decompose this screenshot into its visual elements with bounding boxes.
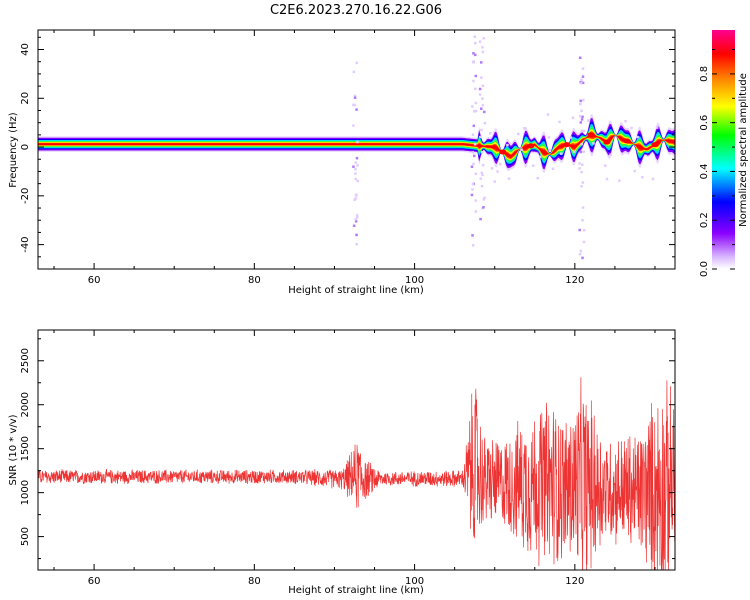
y-tick-label: 1500 xyxy=(20,436,31,461)
colorbar-label: Normalized spectral amplitude xyxy=(738,73,749,227)
colorbar-tick-label: 0.2 xyxy=(699,212,710,228)
x-tick-label: 60 xyxy=(88,275,101,286)
colorbar-gradient xyxy=(712,30,735,269)
colorbar: 0.0 0.2 0.4 0.6 0.8 Normalized spectral ampl… xyxy=(699,30,749,277)
y-tick-label: 2500 xyxy=(20,348,31,373)
spike-column-0 xyxy=(352,61,360,246)
colorbar-tick-label: 0.8 xyxy=(699,66,710,82)
spectrogram-heatmap xyxy=(38,35,675,260)
spike-column-3 xyxy=(578,56,586,260)
y-tick-label: 20 xyxy=(20,92,31,105)
x-tick-label: 100 xyxy=(405,275,424,286)
x-tick-label: 120 xyxy=(565,576,584,587)
x-tick-label: 80 xyxy=(248,275,261,286)
y-tick-label: 500 xyxy=(20,527,31,546)
colorbar-tick-label: 0.0 xyxy=(699,261,710,277)
snr-ticks: 60 80 100 120 500 1000 1500 2000 2500 xyxy=(20,330,675,587)
ridge-peak-0 xyxy=(499,149,507,155)
y-tick-label: 1000 xyxy=(20,480,31,505)
spike-column-1 xyxy=(470,35,478,247)
y-tick-label: 0 xyxy=(20,144,31,150)
colorbar-tick-label: 0.4 xyxy=(699,163,710,179)
y-tick-label: -20 xyxy=(20,188,31,204)
colorbar-ticks: 0.0 0.2 0.4 0.6 0.8 xyxy=(699,49,735,277)
snr-ylabel: SNR (10 * v/v) xyxy=(8,414,19,485)
spectrogram-ticks: 60 80 100 120 -40 -20 0 20 40 xyxy=(20,30,675,286)
x-tick-label: 80 xyxy=(248,576,261,587)
spectrogram-xlabel: Height of straight line (km) xyxy=(288,285,424,296)
y-tick-label: 40 xyxy=(20,43,31,56)
ridge-peak-3 xyxy=(587,132,595,138)
spectrogram-frame xyxy=(37,29,676,270)
snr-series-line xyxy=(38,377,675,570)
spike-column-2 xyxy=(478,36,486,221)
snr-panel: 60 80 100 120 500 1000 1500 2000 2500 Height of … xyxy=(8,329,676,596)
ridge-peak-5 xyxy=(623,138,631,144)
ridge-peak-1 xyxy=(527,143,535,149)
spectrogram-panel: 60 80 100 120 -40 -20 0 20 40 Height of straight… xyxy=(8,29,676,296)
x-tick-label: 60 xyxy=(88,576,101,587)
y-tick-label: -40 xyxy=(20,236,31,252)
figure-title: C2E6.2023.270.16.22.G06 xyxy=(270,3,442,18)
x-tick-label: 100 xyxy=(405,576,424,587)
colorbar-tick-label: 0.6 xyxy=(699,115,710,131)
snr-frame xyxy=(37,329,676,571)
ridge-peak-6 xyxy=(651,142,659,148)
ridge-peak-4 xyxy=(603,139,611,145)
y-tick-label: 2000 xyxy=(20,392,31,417)
spectrogram-ylabel: Frequency (Hz) xyxy=(8,112,19,188)
x-tick-label: 120 xyxy=(565,275,584,286)
ridge-peak-2 xyxy=(563,142,571,148)
snr-xlabel: Height of straight line (km) xyxy=(288,585,424,596)
ridge-band-7 xyxy=(38,132,675,158)
